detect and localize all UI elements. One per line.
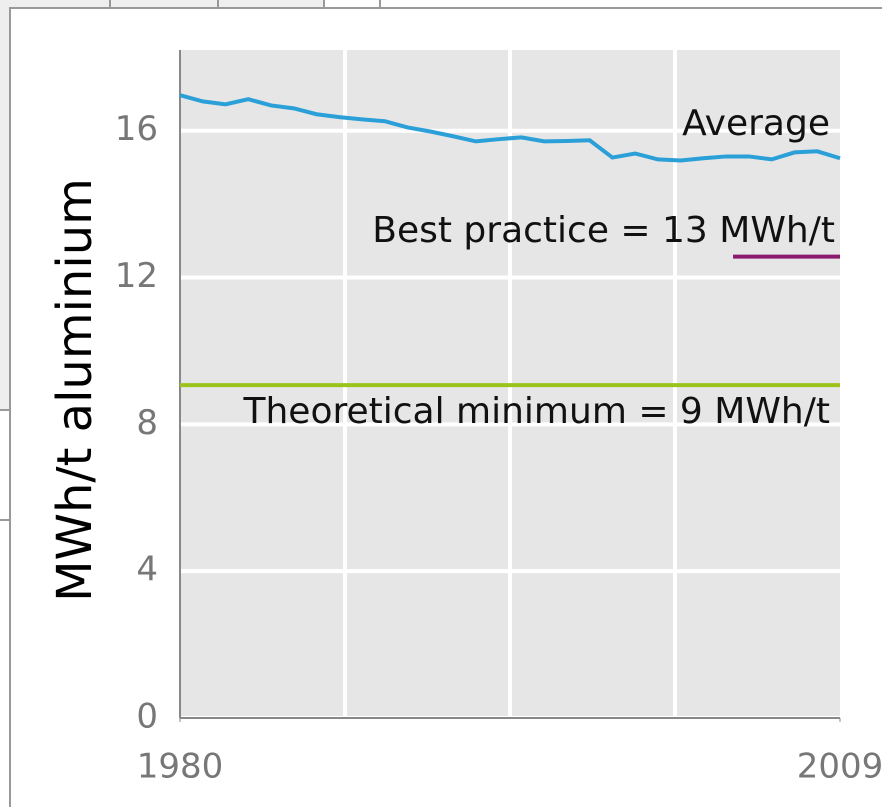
y-tick-label: 12	[115, 256, 158, 296]
y-tick-label: 0	[136, 697, 158, 737]
series-label: Best practice = 13 MWh/t	[372, 210, 835, 251]
x-tick-label: 1980	[137, 747, 224, 787]
y-tick-label: 8	[136, 403, 158, 443]
x-tick-label: 2009	[797, 747, 882, 787]
y-tick-label: 4	[136, 550, 158, 590]
series-label: Average	[682, 103, 830, 144]
y-axis-label: MWh/t aluminium	[47, 178, 103, 602]
series-label: Theoretical minimum = 9 MWh/t	[242, 391, 830, 432]
y-tick-label: 16	[115, 109, 158, 149]
series-line	[179, 93, 841, 163]
